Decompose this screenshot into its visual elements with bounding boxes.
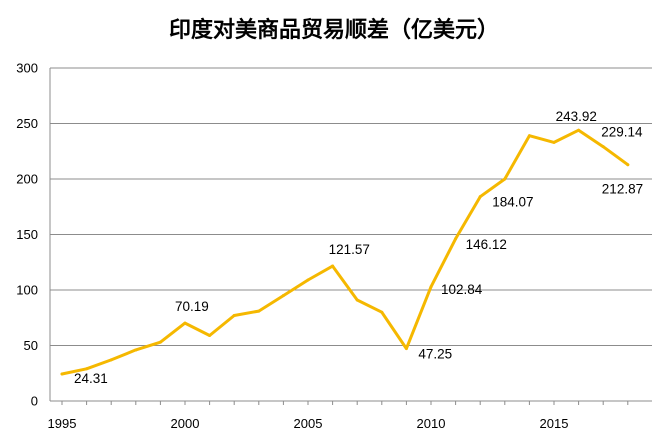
data-point-1997 [109,358,113,362]
data-point-2001 [208,334,212,338]
data-label-2016: 243.92 [556,109,597,124]
data-label-2009: 47.25 [418,347,452,362]
data-label-1995: 24.31 [74,371,108,386]
data-point-1996 [85,367,89,371]
data-label-2000: 70.19 [175,299,209,314]
data-point-2003 [257,309,261,313]
x-tick-label-2015: 2015 [540,416,569,431]
data-point-2007 [355,298,359,302]
data-label-2017: 229.14 [601,125,643,140]
data-point-2016 [577,128,581,132]
data-point-2012 [478,195,482,199]
data-point-2006 [331,264,335,268]
y-tick-label-100: 100 [16,283,38,298]
data-point-2009 [404,347,408,351]
data-point-2002 [232,314,236,318]
data-point-2000 [183,321,187,325]
data-point-1998 [134,348,138,352]
x-tick-label-2010: 2010 [417,416,446,431]
data-point-2004 [281,294,285,298]
data-label-2018: 212.87 [602,182,643,197]
data-point-2010 [429,285,433,289]
data-point-2008 [380,310,384,314]
chart-title: 印度对美商品贸易顺差（亿美元） [168,18,499,43]
series-line-layer [60,128,630,376]
x-tick-label-2005: 2005 [294,416,323,431]
data-label-2010: 102.84 [441,282,483,297]
data-point-2005 [306,278,310,282]
data-point-1995 [60,372,64,376]
x-tick-label-1995: 1995 [48,416,77,431]
data-label-2012: 184.07 [492,195,533,210]
data-point-2017 [601,145,605,149]
data-label-2006: 121.57 [329,242,370,257]
series-line [60,128,630,376]
axes: 0 50 100 150 200 250 300 1995 2000 2005 2010 2015 [16,61,652,431]
y-tick-label-250: 250 [16,116,38,131]
data-label-2011: 146.12 [466,237,507,252]
data-point-2015 [552,140,556,144]
y-tick-label-0: 0 [31,394,38,409]
y-tick-label-300: 300 [16,61,38,76]
y-tick-label-200: 200 [16,172,38,187]
data-point-2018 [626,163,630,167]
data-point-2011 [454,237,458,241]
x-tick-label-2000: 2000 [171,416,200,431]
data-point-1999 [158,340,162,344]
data-labels: 24.31 70.19 121.57 47.25 102.84 146.12 184.07 2… [74,109,643,386]
data-point-2014 [527,134,531,138]
y-tick-label-50: 50 [24,338,38,353]
y-tick-label-150: 150 [16,227,38,242]
data-point-2013 [503,177,507,181]
